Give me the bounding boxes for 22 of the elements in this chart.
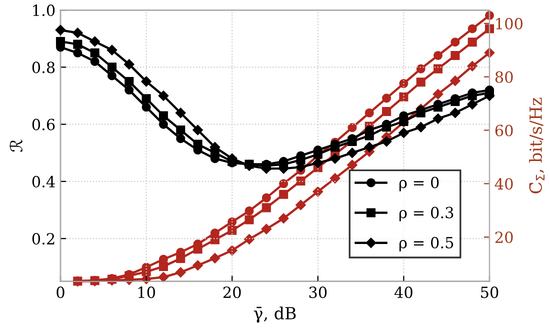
y2-tick-label: 60	[495, 124, 513, 136]
legend-label: ρ = 0.3	[399, 206, 454, 222]
y-tick-label: 0.6	[32, 118, 55, 130]
x-tick-label: 30	[309, 286, 327, 298]
x-tick-label: 40	[394, 286, 412, 298]
y-tick-label: 1.0	[33, 4, 55, 16]
x-tick-label: 20	[223, 286, 241, 298]
legend-label: ρ = 0	[399, 176, 439, 192]
x-tick-label: 10	[138, 286, 156, 298]
y2-tick-label: 100	[496, 18, 523, 30]
y2-axis-title: C̄$_{Σ}$, bit/s/Hz	[529, 98, 544, 194]
y-tick-label: 0.2	[32, 233, 54, 245]
y-tick-label: 0.4	[32, 176, 55, 188]
x-tick-label: 0	[56, 286, 64, 298]
y2-tick-label: 20	[495, 232, 513, 244]
x-tick-label: 50	[481, 286, 498, 298]
x-axis-title: γ̄, dB	[254, 306, 296, 323]
y-tick-label: 0.8	[32, 62, 55, 74]
y-axis-title: ℛ	[9, 140, 22, 152]
legend-label: ρ = 0.5	[399, 236, 454, 252]
y2-tick-label: 40	[494, 178, 513, 190]
y2-tick-label: 80	[495, 71, 513, 83]
